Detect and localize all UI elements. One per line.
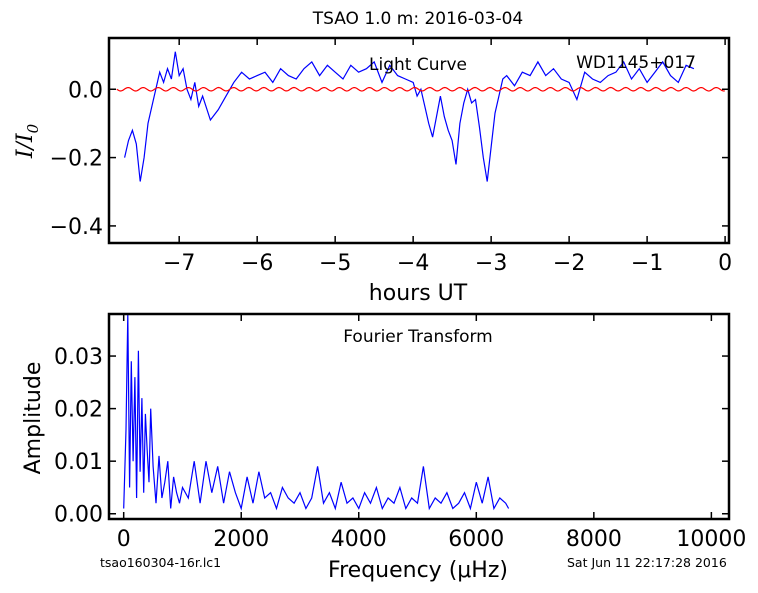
fourier-transform-xtick-label: 6000 <box>448 527 504 552</box>
fourier-transform-xtick-label: 0 <box>117 527 131 552</box>
light-curve-xtick-label: −1 <box>631 251 663 276</box>
light-curve-xlabel: hours UT <box>369 281 468 306</box>
light-curve-xtick-label: −4 <box>397 251 429 276</box>
fourier-transform-series-0 <box>123 313 510 511</box>
light-curve-xtick-label: 0 <box>718 251 732 276</box>
fourier-transform-xtick-label: 2000 <box>213 527 269 552</box>
light-curve-panel: −7 −6 −5 −4 −3 −2 −1 0 0.0 −0.2 −0.4 Light Curve W… <box>13 36 732 306</box>
fourier-transform-ylabel: Amplitude <box>21 362 46 475</box>
light-curve-ylabel: I/I0 <box>13 123 42 159</box>
light-curve-frame <box>107 36 731 245</box>
light-curve-annotation: Light Curve <box>369 55 467 75</box>
fourier-transform-ytick-label: 0.03 <box>54 345 103 370</box>
footer-filename: tsao160304-16r.lc1 <box>100 555 221 570</box>
light-curve-xtick-label: −5 <box>319 251 351 276</box>
fourier-transform-panel: 0 2000 4000 6000 8000 10000 0.00 0.01 0.02 0.03 F… <box>21 312 746 583</box>
light-curve-xtick-label: −6 <box>241 251 273 276</box>
target-name-annotation: WD1145+017 <box>576 53 696 73</box>
light-curve-ytick-label: −0.2 <box>50 147 103 172</box>
light-curve-xtick-label: −2 <box>553 251 585 276</box>
fourier-transform-ytick-label: 0.00 <box>54 503 103 528</box>
fourier-transform-frame <box>107 312 731 521</box>
fourier-transform-xlabel: Frequency (μHz) <box>328 558 508 583</box>
figure-title: TSAO 1.0 m: 2016-03-04 <box>312 9 524 29</box>
fourier-transform-xtick-label: 8000 <box>566 527 622 552</box>
light-curve-series-1 <box>116 86 725 92</box>
light-curve-xtick-label: −7 <box>163 251 195 276</box>
fourier-transform-xtick-label: 4000 <box>331 527 387 552</box>
fourier-transform-ytick-label: 0.01 <box>54 450 103 475</box>
fourier-transform-annotation: Fourier Transform <box>343 327 492 347</box>
light-curve-ytick-label: −0.4 <box>50 215 103 240</box>
light-curve-xtick-label: −3 <box>475 251 507 276</box>
fourier-transform-ytick-label: 0.02 <box>54 398 103 423</box>
fourier-transform-xtick-label: 10000 <box>676 527 746 552</box>
light-curve-ytick-label: 0.0 <box>68 78 103 103</box>
light-curve-series-0 <box>124 51 695 182</box>
footer-timestamp: Sat Jun 11 22:17:28 2016 <box>567 555 727 570</box>
